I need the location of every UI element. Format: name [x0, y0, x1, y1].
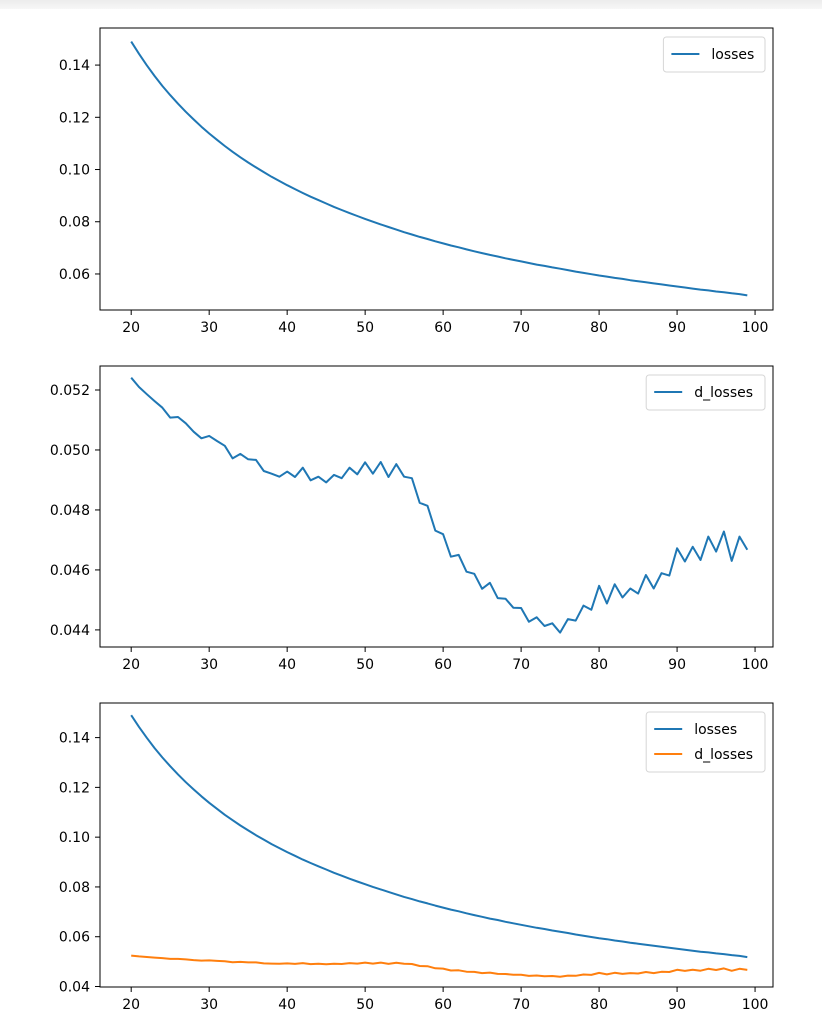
y-tick-label: 0.10: [59, 830, 90, 846]
x-tick-label: 60: [434, 997, 452, 1013]
y-tick-label: 0.052: [50, 383, 90, 399]
x-tick-label: 30: [200, 997, 218, 1013]
legend-box: [662, 36, 766, 73]
axes-frame: [99, 702, 774, 988]
subplot-2: 20 30 40 50 60 70 80 90 100 0.044 0.046 0.048 0.050 0…: [50, 365, 774, 673]
x-tick-label: 90: [668, 320, 686, 336]
y-tick-label: 0.044: [50, 623, 90, 639]
window-top-bar: [0, 0, 822, 9]
x-tick-label: 90: [668, 997, 686, 1013]
y-tick-label: 0.06: [59, 267, 90, 283]
subplot-1: 20 30 40 50 60 70 80 90 100 0.06 0.08 0.10 0.12 0.14 l…: [59, 27, 774, 336]
legend-label: d_losses: [694, 385, 753, 401]
y-tick-label: 0.046: [50, 563, 90, 579]
y-tick-label: 0.12: [59, 110, 90, 126]
legend: d_losses: [645, 374, 766, 411]
x-tick-label: 100: [742, 657, 769, 673]
y-tick-label: 0.050: [50, 443, 90, 459]
x-tick-label: 20: [122, 657, 140, 673]
y-tick-label: 0.14: [59, 58, 90, 74]
x-tick-label: 100: [742, 320, 769, 336]
x-tick-label: 50: [356, 997, 374, 1013]
subplot-3: 20 30 40 50 60 70 80 90 100 0.04 0.06 0.08 0.10 0.12 0…: [59, 702, 774, 1013]
x-tick-label: 30: [200, 320, 218, 336]
x-tick-label: 20: [122, 997, 140, 1013]
legend: losses d_losses: [645, 711, 766, 773]
legend: losses: [662, 36, 766, 73]
y-tick-label: 0.048: [50, 503, 90, 519]
legend-label: losses: [711, 47, 754, 63]
y-tick-label: 0.10: [59, 163, 90, 179]
x-tick-label: 40: [278, 997, 296, 1013]
series-line-losses: [130, 714, 748, 959]
x-tick-label: 80: [590, 320, 608, 336]
legend-label: losses: [694, 722, 737, 738]
x-tick-label: 30: [200, 657, 218, 673]
series-line-d-losses: [131, 954, 748, 978]
x-tick-label: 40: [278, 657, 296, 673]
y-tick-label: 0.08: [59, 215, 90, 231]
y-tick-label: 0.12: [59, 780, 90, 796]
legend-box: [645, 374, 766, 411]
x-tick-label: 80: [590, 997, 608, 1013]
axes-frame: [99, 27, 774, 311]
series-line-d-losses: [130, 377, 749, 634]
x-tick-label: 50: [356, 657, 374, 673]
y-tick-label: 0.04: [59, 980, 90, 996]
x-tick-label: 70: [512, 320, 530, 336]
legend-box: [645, 711, 766, 773]
x-tick-label: 70: [512, 997, 530, 1013]
axes-frame: [99, 365, 774, 648]
x-tick-label: 90: [668, 657, 686, 673]
y-tick-label: 0.06: [59, 930, 90, 946]
x-tick-label: 100: [742, 997, 769, 1013]
legend-label: d_losses: [694, 747, 753, 763]
x-tick-label: 60: [434, 320, 452, 336]
x-tick-label: 40: [278, 320, 296, 336]
series-line-losses: [130, 41, 748, 297]
x-tick-label: 20: [122, 320, 140, 336]
x-tick-label: 60: [434, 657, 452, 673]
y-tick-label: 0.08: [59, 880, 90, 896]
x-tick-label: 70: [512, 657, 530, 673]
y-tick-label: 0.14: [59, 731, 90, 747]
x-tick-label: 80: [590, 657, 608, 673]
x-tick-label: 50: [356, 320, 374, 336]
